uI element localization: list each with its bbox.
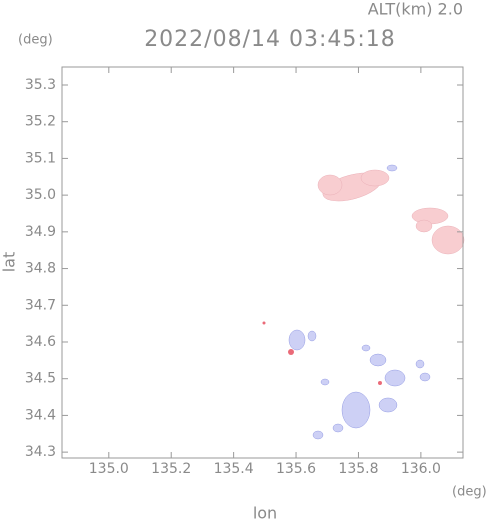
- y-tick-label: 34.5: [25, 371, 56, 387]
- y-tick-label: 35.1: [25, 150, 56, 166]
- y-tick-label: 34.6: [25, 334, 56, 350]
- x-tick-label: 136.0: [401, 461, 441, 477]
- y-tick-label: 34.7: [25, 297, 56, 313]
- x-tick-label: 135.0: [89, 461, 129, 477]
- y-tick-label: 35.0: [25, 187, 56, 203]
- y-axis-label: lat: [0, 252, 19, 273]
- echo-field: [262, 164, 465, 440]
- y-tick-label: 34.9: [25, 224, 56, 240]
- y-tick-label: 34.4: [25, 407, 56, 423]
- x-tick-label: 135.4: [214, 461, 254, 477]
- altitude-label: ALT(km) 2.0: [368, 0, 463, 19]
- y-tick-label: 34.3: [25, 444, 56, 460]
- y-tick-label: 35.2: [25, 114, 56, 130]
- x-tick-label: 135.2: [151, 461, 191, 477]
- x-tick-label: 135.8: [338, 461, 378, 477]
- chart-title: 2022/08/14 03:45:18: [144, 27, 396, 52]
- y-tick-label: 35.3: [25, 77, 56, 93]
- plot-frame: [61, 66, 464, 459]
- x-unit: (deg): [452, 485, 487, 500]
- y-unit: (deg): [18, 33, 53, 48]
- y-tick-label: 34.8: [25, 261, 56, 277]
- x-axis-label: lon: [253, 504, 277, 521]
- x-tick-label: 135.6: [276, 461, 316, 477]
